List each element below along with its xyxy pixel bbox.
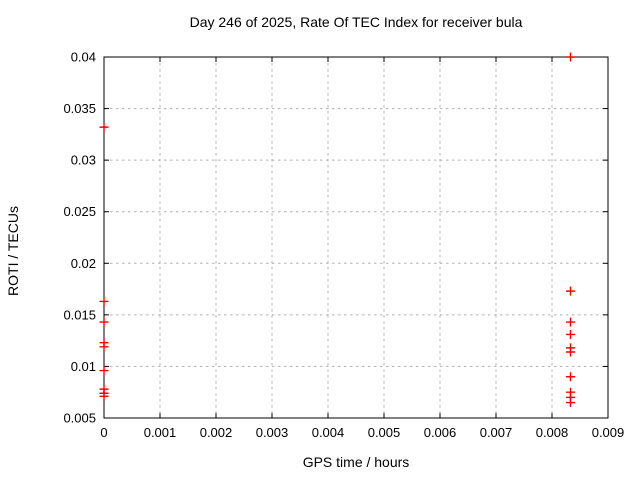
y-tick-label: 0.015 <box>63 307 96 322</box>
data-point-marker <box>565 347 575 357</box>
y-axis-label: ROTI / TECUs <box>5 206 21 296</box>
y-tick-label: 0.04 <box>71 50 96 65</box>
data-point-marker <box>99 366 109 376</box>
x-tick-label: 0.001 <box>144 425 177 440</box>
y-tick-label: 0.03 <box>71 153 96 168</box>
x-tick-label: 0.003 <box>256 425 289 440</box>
data-point-marker <box>99 122 109 132</box>
data-point-marker <box>565 286 575 296</box>
data-point-marker <box>99 317 109 327</box>
data-point-marker <box>565 52 575 62</box>
data-point-marker <box>99 342 109 352</box>
x-tick-label: 0.008 <box>536 425 569 440</box>
x-tick-label: 0 <box>100 425 107 440</box>
plot-border <box>103 56 609 419</box>
y-tick-label: 0.005 <box>63 411 96 426</box>
x-tick-label: 0.007 <box>480 425 513 440</box>
y-tick-label: 0.02 <box>71 256 96 271</box>
x-tick-label: 0.004 <box>312 425 345 440</box>
y-tick-label: 0.01 <box>71 359 96 374</box>
data-point-marker <box>565 372 575 382</box>
data-point-marker <box>565 329 575 339</box>
x-tick-label: 0.009 <box>592 425 625 440</box>
chart-title: Day 246 of 2025, Rate Of TEC Index for r… <box>189 14 523 30</box>
data-point-marker <box>565 317 575 327</box>
x-tick-label: 0.002 <box>200 425 233 440</box>
x-tick-label: 0.006 <box>424 425 457 440</box>
data-point-marker <box>565 398 575 408</box>
data-point-marker <box>99 391 109 401</box>
x-axis-label: GPS time / hours <box>302 454 410 470</box>
y-tick-label: 0.035 <box>63 101 96 116</box>
x-tick-label: 0.005 <box>368 425 401 440</box>
data-point-marker <box>99 296 109 306</box>
y-tick-label: 0.025 <box>63 204 96 219</box>
